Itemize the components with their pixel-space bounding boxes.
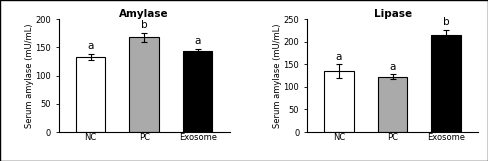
Text: b: b bbox=[443, 17, 449, 27]
Bar bbox=[325, 71, 354, 132]
Y-axis label: Serum amylase (mU/mL): Serum amylase (mU/mL) bbox=[25, 23, 34, 128]
Title: Amylase: Amylase bbox=[120, 9, 169, 19]
Bar bbox=[378, 77, 407, 132]
Y-axis label: Serum amylase (mU/mL): Serum amylase (mU/mL) bbox=[273, 23, 282, 128]
Text: a: a bbox=[87, 41, 94, 52]
Bar bbox=[76, 57, 105, 132]
Text: b: b bbox=[141, 20, 147, 30]
Text: a: a bbox=[195, 36, 201, 46]
Bar bbox=[431, 35, 461, 132]
Bar bbox=[183, 52, 212, 132]
Text: a: a bbox=[389, 62, 396, 71]
Bar bbox=[129, 37, 159, 132]
Title: Lipase: Lipase bbox=[373, 9, 412, 19]
Text: a: a bbox=[336, 52, 342, 62]
